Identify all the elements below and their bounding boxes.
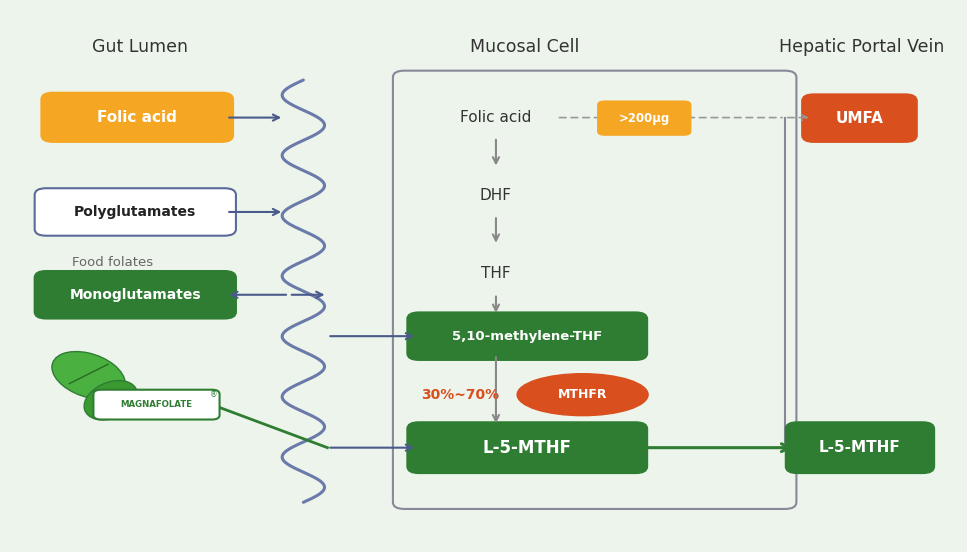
Text: 5,10-methylene-THF: 5,10-methylene-THF [453,330,602,343]
Text: Hepatic Portal Vein: Hepatic Portal Vein [779,38,945,56]
Text: DHF: DHF [480,188,512,204]
FancyBboxPatch shape [407,312,647,360]
Text: Folic acid: Folic acid [460,110,532,125]
Text: >200μg: >200μg [619,112,670,125]
FancyBboxPatch shape [42,93,233,142]
FancyBboxPatch shape [407,422,647,473]
FancyBboxPatch shape [35,188,236,236]
Text: MTHFR: MTHFR [558,388,607,401]
Text: L-5-MTHF: L-5-MTHF [819,440,901,455]
Text: UMFA: UMFA [835,110,884,126]
Text: ®: ® [210,390,218,399]
Text: ×: × [529,384,546,404]
FancyBboxPatch shape [597,100,691,136]
FancyBboxPatch shape [786,422,934,473]
Text: Monoglutamates: Monoglutamates [70,288,201,302]
FancyBboxPatch shape [94,390,220,420]
Text: L-5-MTHF: L-5-MTHF [483,439,571,457]
Text: Gut Lumen: Gut Lumen [92,38,188,56]
Text: Folic acid: Folic acid [98,110,177,125]
Text: 30%~70%: 30%~70% [421,388,499,402]
Text: Mucosal Cell: Mucosal Cell [470,38,579,56]
Ellipse shape [52,352,126,399]
Ellipse shape [84,380,137,420]
Text: Food folates: Food folates [73,256,154,269]
Text: Polyglutamates: Polyglutamates [74,205,196,219]
Ellipse shape [517,374,648,416]
Text: THF: THF [482,266,511,281]
Text: MAGNAFOLATE: MAGNAFOLATE [121,400,192,409]
FancyBboxPatch shape [35,271,236,319]
FancyBboxPatch shape [803,94,917,142]
